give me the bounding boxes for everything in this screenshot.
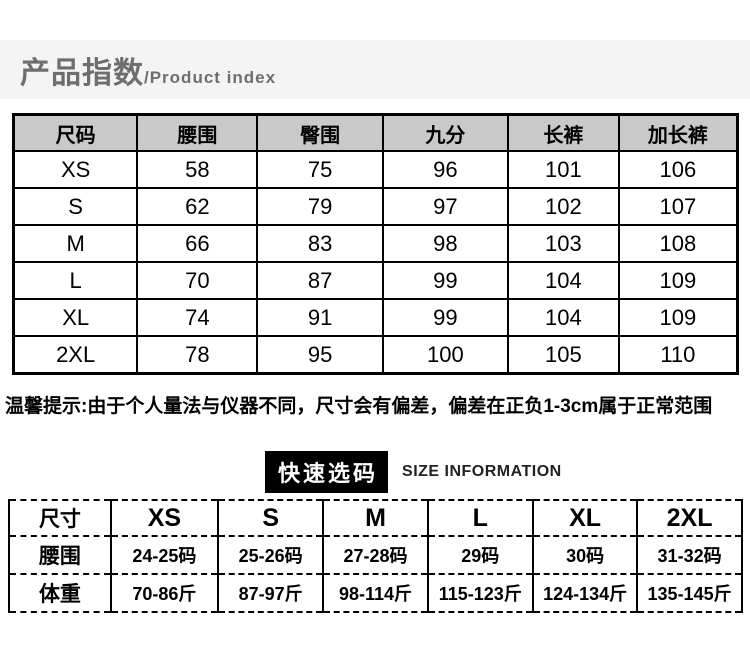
size-cell: 70 — [136, 261, 259, 300]
table-row: XL 74 91 99 104 109 — [12, 298, 739, 337]
waist-cell: 24-25码 — [109, 535, 219, 575]
quick-column-header-s: S — [216, 499, 325, 537]
page-title: 产品指数/Product index — [20, 48, 276, 92]
size-cell: 99 — [381, 261, 509, 300]
size-cell: 106 — [617, 150, 739, 189]
page-title-zh: 产品指数 — [20, 57, 144, 90]
size-cell: 109 — [617, 298, 739, 337]
column-header-hip: 臀围 — [256, 113, 384, 152]
size-cell: 105 — [506, 335, 620, 375]
quick-column-header-xl: XL — [532, 499, 639, 537]
size-cell: 95 — [256, 335, 384, 375]
size-label: M — [12, 224, 139, 263]
weight-cell: 124-134斤 — [532, 573, 639, 613]
quick-column-header-l: L — [426, 499, 535, 537]
quick-column-header-size: 尺寸 — [8, 499, 112, 537]
waist-cell: 31-32码 — [636, 535, 743, 575]
quick-table-header-row: 尺寸 XS S M L XL 2XL — [8, 499, 743, 537]
table-row-weight: 体重 70-86斤 87-97斤 98-114斤 115-123斤 124-13… — [8, 573, 743, 613]
size-cell: 66 — [136, 224, 259, 263]
column-header-extra-long: 加长裤 — [617, 113, 739, 152]
size-cell: 79 — [256, 187, 384, 226]
size-cell: 62 — [136, 187, 259, 226]
size-information-label: SIZE INFORMATION — [402, 463, 562, 480]
size-cell: 74 — [136, 298, 259, 337]
size-cell: 107 — [617, 187, 739, 226]
size-cell: 103 — [506, 224, 620, 263]
quick-column-header-xs: XS — [109, 499, 219, 537]
table-row: 2XL 78 95 100 105 110 — [12, 335, 739, 375]
size-cell: 91 — [256, 298, 384, 337]
column-header-size: 尺码 — [12, 113, 139, 152]
size-cell: 108 — [617, 224, 739, 263]
measurement-note: 温馨提示:由于个人量法与仪器不同，尺寸会有偏差，偏差在正负1-3cm属于正常范围 — [5, 396, 713, 417]
table-row: XS 58 75 96 101 106 — [12, 150, 739, 189]
size-table-header-row: 尺码 腰围 臀围 九分 长裤 加长裤 — [12, 113, 739, 152]
waist-cell: 29码 — [426, 535, 535, 575]
size-cell: 97 — [381, 187, 509, 226]
weight-cell: 115-123斤 — [426, 573, 535, 613]
table-row: M 66 83 98 103 108 — [12, 224, 739, 263]
weight-cell: 70-86斤 — [109, 573, 219, 613]
quick-pick-header: 快速选码 SIZE INFORMATION — [265, 451, 562, 493]
size-cell: 98 — [381, 224, 509, 263]
size-cell: 110 — [617, 335, 739, 375]
size-cell: 102 — [506, 187, 620, 226]
weight-cell: 98-114斤 — [322, 573, 429, 613]
size-cell: 104 — [506, 261, 620, 300]
size-cell: 75 — [256, 150, 384, 189]
quick-column-header-2xl: 2XL — [636, 499, 743, 537]
weight-cell: 135-145斤 — [636, 573, 743, 613]
size-label: 2XL — [12, 335, 139, 375]
quick-size-table: 尺寸 XS S M L XL 2XL 腰围 24-25码 25-26码 27-2… — [8, 499, 743, 613]
size-label: L — [12, 261, 139, 300]
weight-cell: 87-97斤 — [216, 573, 325, 613]
quick-pick-badge: 快速选码 — [265, 451, 389, 493]
waist-cell: 27-28码 — [322, 535, 429, 575]
size-label: XS — [12, 150, 139, 189]
waist-cell: 25-26码 — [216, 535, 325, 575]
table-row: L 70 87 99 104 109 — [12, 261, 739, 300]
page-title-en: /Product index — [144, 68, 277, 87]
column-header-waist: 腰围 — [136, 113, 259, 152]
size-cell: 96 — [381, 150, 509, 189]
table-row: S 62 79 97 102 107 — [12, 187, 739, 226]
column-header-cropped: 九分 — [381, 113, 509, 152]
size-cell: 58 — [136, 150, 259, 189]
size-label: S — [12, 187, 139, 226]
size-cell: 104 — [506, 298, 620, 337]
size-cell: 101 — [506, 150, 620, 189]
table-row-waist: 腰围 24-25码 25-26码 27-28码 29码 30码 31-32码 — [8, 535, 743, 575]
size-cell: 78 — [136, 335, 259, 375]
page-title-band: 产品指数/Product index — [0, 40, 750, 99]
size-cell: 99 — [381, 298, 509, 337]
size-cell: 109 — [617, 261, 739, 300]
size-label: XL — [12, 298, 139, 337]
row-label-waist: 腰围 — [8, 535, 112, 575]
quick-column-header-m: M — [322, 499, 429, 537]
row-label-weight: 体重 — [8, 573, 112, 613]
size-cell: 87 — [256, 261, 384, 300]
waist-cell: 30码 — [532, 535, 639, 575]
size-cell: 100 — [381, 335, 509, 375]
size-cell: 83 — [256, 224, 384, 263]
product-index-table: 尺码 腰围 臀围 九分 长裤 加长裤 XS 58 75 96 101 106 S… — [12, 113, 739, 375]
column-header-long: 长裤 — [506, 113, 620, 152]
